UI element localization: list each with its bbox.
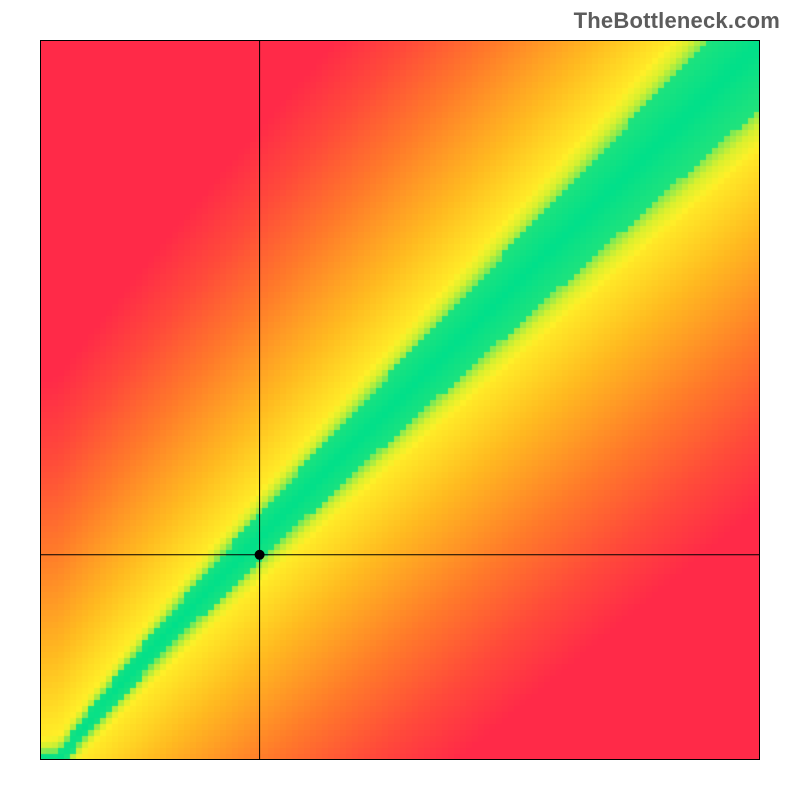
heatmap-canvas: [40, 40, 760, 760]
watermark-text: TheBottleneck.com: [574, 8, 780, 34]
heatmap-plot: [40, 40, 760, 760]
